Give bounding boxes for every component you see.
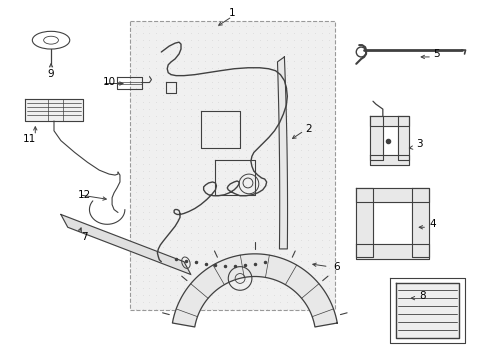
Polygon shape [25, 99, 82, 121]
Polygon shape [413, 188, 429, 257]
Text: 8: 8 [419, 291, 425, 301]
Bar [130, 21, 335, 310]
Text: 4: 4 [430, 219, 437, 229]
Polygon shape [370, 116, 383, 160]
Polygon shape [356, 188, 373, 257]
Polygon shape [356, 188, 429, 202]
Text: 3: 3 [416, 139, 422, 149]
Text: 11: 11 [23, 134, 36, 144]
Text: 5: 5 [434, 49, 441, 59]
Text: 10: 10 [102, 77, 116, 86]
Text: 9: 9 [48, 69, 54, 79]
Polygon shape [370, 116, 410, 126]
Polygon shape [370, 156, 410, 165]
Polygon shape [61, 215, 191, 275]
Text: 6: 6 [333, 262, 340, 272]
Polygon shape [172, 254, 337, 327]
Polygon shape [277, 57, 288, 249]
Text: 2: 2 [306, 124, 312, 134]
Polygon shape [397, 116, 410, 160]
Text: 1: 1 [229, 8, 236, 18]
Text: 7: 7 [81, 232, 88, 242]
Text: 12: 12 [78, 190, 91, 200]
Polygon shape [395, 283, 459, 338]
Polygon shape [356, 244, 429, 259]
